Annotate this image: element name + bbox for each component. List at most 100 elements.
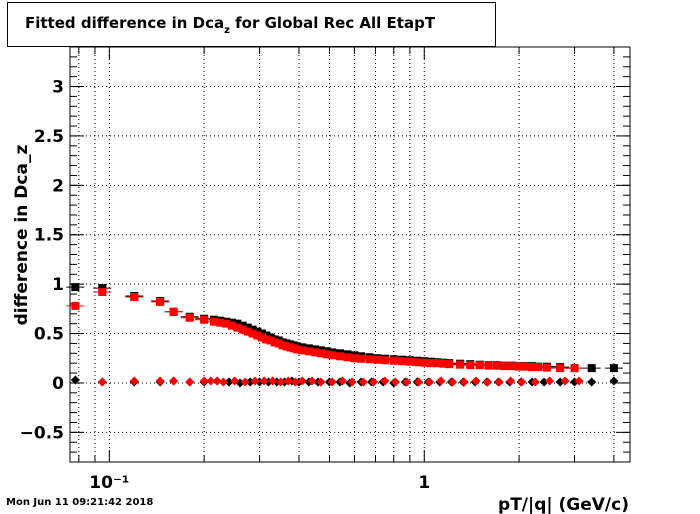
data-point: [327, 377, 337, 387]
data-point: [185, 377, 195, 387]
data-point: [304, 347, 313, 356]
x-axis-label: pT/|q| (GeV/c): [498, 495, 629, 514]
y-axis-label: difference in Dca_z: [12, 145, 32, 326]
data-point: [414, 377, 424, 387]
data-point: [129, 376, 139, 386]
data-point: [556, 364, 565, 373]
data-point: [218, 377, 228, 387]
data-point: [570, 364, 579, 373]
data-point: [343, 353, 352, 362]
x-tick-label: 10⁻¹: [89, 473, 129, 493]
data-point: [276, 377, 286, 387]
data-point: [216, 318, 225, 327]
y-tick-label: −0.5: [20, 423, 64, 443]
data-point: [212, 376, 222, 386]
y-tick-label: 2: [52, 176, 64, 196]
data-point: [283, 376, 293, 386]
data-point: [200, 315, 209, 324]
data-point: [338, 376, 348, 386]
series-3: [97, 376, 584, 387]
tick-labels: −0.5 0 0.5 1 1.5 2 2.5 3 10⁻¹ 1: [20, 78, 431, 493]
data-point: [268, 376, 278, 386]
data-point: [71, 283, 80, 292]
data-point: [425, 377, 435, 387]
data-point: [298, 346, 307, 355]
chart-title-subscript: z: [224, 25, 230, 36]
data-point: [169, 307, 178, 316]
data-point: [259, 376, 269, 386]
data-point: [98, 288, 107, 297]
data-point: [560, 376, 570, 386]
x-tick-label: 1: [418, 473, 430, 493]
data-point: [483, 377, 493, 387]
data-point: [494, 377, 504, 387]
data-point: [542, 363, 551, 372]
data-point: [347, 377, 357, 387]
data-point: [293, 345, 302, 354]
data-point: [609, 364, 618, 373]
data-point: [230, 376, 240, 386]
data-point: [390, 377, 400, 387]
data-point: [156, 297, 165, 306]
grid: [70, 47, 630, 462]
y-tick-label: 3: [52, 78, 64, 98]
y-tick-label: 1.5: [34, 226, 64, 246]
data-point: [297, 376, 307, 386]
data-point: [459, 377, 469, 387]
data-point: [71, 301, 80, 310]
data-point: [380, 376, 390, 386]
data-point: [210, 317, 219, 326]
data-point: [248, 329, 257, 338]
y-tick-label: 1: [52, 275, 64, 295]
data-point: [545, 376, 555, 386]
data-point: [224, 377, 234, 387]
data-point: [253, 331, 262, 340]
data-point: [240, 377, 250, 387]
chart-title-rest: for Global Rec All EtapT: [229, 14, 436, 32]
data-point: [530, 377, 540, 387]
data-point: [448, 377, 458, 387]
data-point: [238, 325, 247, 334]
chart-title-box: Fitted difference in Dcaz for Global Rec…: [7, 2, 496, 47]
data-point: [317, 349, 326, 358]
data-point: [587, 377, 597, 387]
data-point: [97, 377, 107, 387]
data-point: [328, 351, 337, 360]
data-series: [66, 283, 623, 388]
data-point: [471, 376, 481, 386]
data-point: [456, 360, 465, 369]
data-point: [250, 376, 260, 386]
plot-frame: [69, 46, 631, 463]
data-point: [227, 321, 236, 330]
data-point: [609, 376, 619, 386]
y-tick-label: 0: [52, 374, 64, 394]
data-point: [206, 376, 216, 386]
data-point: [257, 333, 266, 342]
data-point: [539, 377, 549, 387]
data-point: [270, 338, 279, 347]
data-point: [466, 361, 475, 370]
data-point: [266, 336, 275, 345]
data-point: [243, 327, 252, 336]
data-point: [222, 319, 231, 328]
data-point: [185, 313, 194, 322]
axis-ticks: [70, 47, 630, 462]
chart-title: Fitted difference in Dcaz for Global Rec…: [25, 14, 435, 36]
data-point: [574, 376, 584, 386]
chart-title-main: Fitted difference in Dca: [25, 14, 225, 32]
data-point: [199, 376, 209, 386]
data-point: [358, 377, 368, 387]
data-point: [587, 364, 596, 373]
data-point: [436, 376, 446, 386]
data-point: [506, 376, 516, 386]
data-point: [307, 376, 317, 386]
y-tick-label: 0.5: [34, 325, 64, 345]
data-point: [369, 377, 379, 387]
data-point: [445, 360, 454, 369]
data-point: [169, 376, 179, 386]
data-point: [155, 376, 165, 386]
data-point: [290, 377, 300, 387]
data-point: [316, 377, 326, 387]
data-point: [130, 292, 139, 301]
